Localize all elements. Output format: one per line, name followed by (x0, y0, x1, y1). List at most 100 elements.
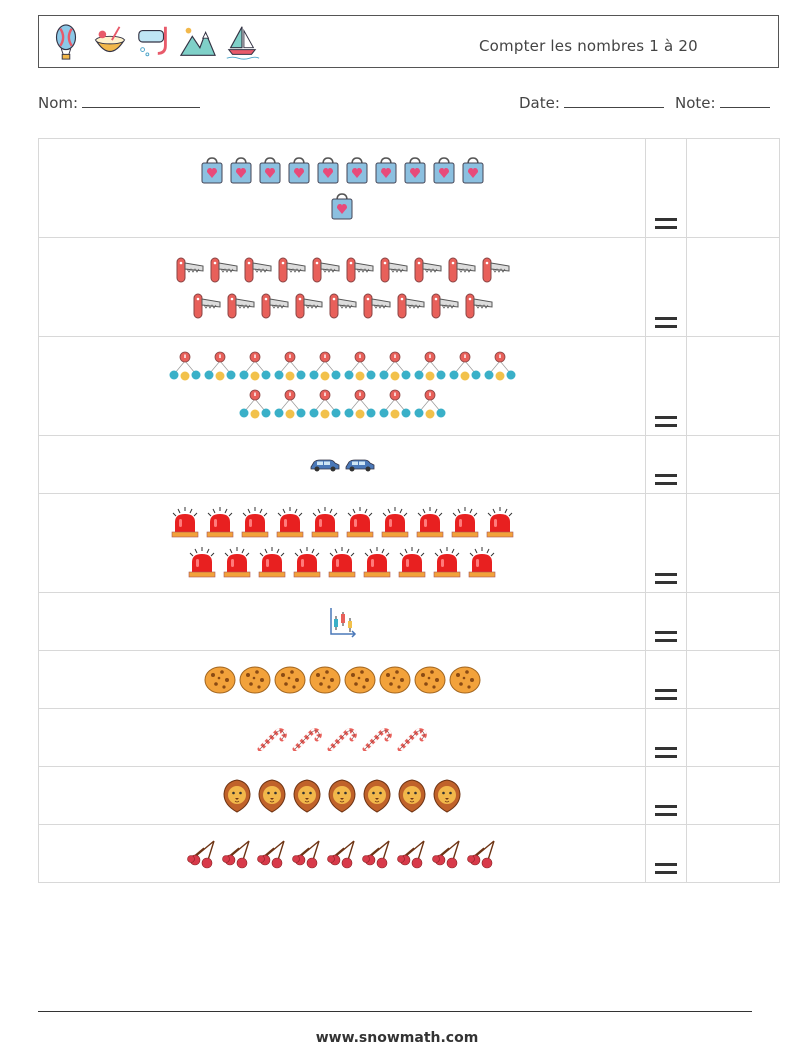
note-label: Note: (675, 94, 716, 112)
shopping-bag-icon (331, 193, 353, 220)
cherries-icon (257, 839, 285, 868)
objects-cell (38, 766, 646, 825)
name-label: Nom: (38, 94, 79, 112)
header-icons (47, 22, 261, 62)
abacus-beads-icon (484, 351, 515, 381)
answer-box[interactable] (686, 138, 780, 238)
counting-row (38, 766, 780, 825)
siren-light-icon (311, 507, 338, 538)
siren-light-icon (363, 547, 391, 578)
answer-box[interactable] (686, 493, 780, 593)
answer-box[interactable] (686, 766, 780, 825)
counting-row (38, 493, 780, 593)
pocket-knife-icon (363, 293, 390, 319)
pocket-knife-icon (295, 293, 322, 319)
equals-sign (655, 689, 677, 700)
lion-icon (258, 778, 286, 813)
objects-cell (38, 650, 646, 709)
footer-url[interactable]: www.snowmath.com (315, 1030, 479, 1046)
note-field[interactable]: Note: (675, 94, 770, 112)
candy-cane-icon (292, 727, 322, 751)
siren-light-icon (276, 507, 303, 538)
siren-light-icon (258, 547, 286, 578)
abacus-beads-icon (169, 351, 200, 381)
equals-sign (655, 416, 677, 427)
equals-sign (655, 863, 677, 874)
equals-sign (655, 474, 677, 485)
equals-sign (655, 805, 677, 816)
shopping-bag-icon (201, 157, 222, 184)
candy-cane-icon (327, 727, 357, 751)
cookie-icon (309, 666, 340, 693)
siren-light-icon (416, 507, 443, 538)
shopping-bag-icon (288, 157, 309, 184)
objects-cell (38, 435, 646, 494)
answer-box[interactable] (686, 708, 780, 767)
answer-box[interactable] (686, 336, 780, 436)
cookie-icon (204, 666, 235, 693)
cherries-icon (327, 839, 355, 868)
pocket-knife-icon (380, 257, 407, 283)
shopping-bag-icon (346, 157, 367, 184)
lion-icon (328, 778, 356, 813)
date-label: Date: (519, 94, 560, 112)
equals-cell (645, 435, 687, 494)
equals-cell (645, 138, 687, 238)
shopping-bag-icon (433, 157, 454, 184)
lion-icon (223, 778, 251, 813)
answer-box[interactable] (686, 237, 780, 337)
shopping-bag-icon (230, 157, 251, 184)
note-blank[interactable] (719, 94, 770, 108)
abacus-beads-icon (239, 389, 270, 419)
worksheet-header: Compter les nombres 1 à 20 (38, 15, 779, 68)
student-fields: Nom: Date: Note: (38, 94, 779, 116)
lion-icon (398, 778, 426, 813)
abacus-beads-icon (204, 351, 235, 381)
siren-light-icon (293, 547, 321, 578)
siren-light-icon (188, 547, 216, 578)
equals-sign (655, 317, 677, 328)
counting-row (38, 708, 780, 767)
pocket-knife-icon (414, 257, 441, 283)
abacus-beads-icon (379, 351, 410, 381)
pocket-knife-icon (227, 293, 254, 319)
pocket-knife-icon (261, 293, 288, 319)
equals-cell (645, 650, 687, 709)
cookie-icon (239, 666, 270, 693)
date-field[interactable]: Date: (519, 94, 664, 112)
answer-box[interactable] (686, 592, 780, 651)
siren-light-icon (206, 507, 233, 538)
name-field[interactable]: Nom: (38, 94, 201, 112)
cherries-icon (362, 839, 390, 868)
counting-row (38, 824, 780, 883)
objects-cell (38, 592, 646, 651)
equals-cell (645, 493, 687, 593)
answer-box[interactable] (686, 824, 780, 883)
car-icon (345, 459, 374, 471)
cherries-icon (432, 839, 460, 868)
abacus-beads-icon (309, 351, 340, 381)
shopping-bag-icon (404, 157, 425, 184)
answer-box[interactable] (686, 650, 780, 709)
answer-box[interactable] (686, 435, 780, 494)
abacus-beads-icon (414, 351, 445, 381)
equals-sign (655, 218, 677, 229)
counting-row (38, 650, 780, 709)
pocket-knife-icon (193, 293, 220, 319)
snorkel-mask-icon (138, 26, 167, 57)
name-blank[interactable] (82, 94, 201, 108)
cookie-icon (344, 666, 375, 693)
date-blank[interactable] (563, 94, 664, 108)
abacus-beads-icon (379, 389, 410, 419)
equals-cell (645, 336, 687, 436)
equals-cell (645, 237, 687, 337)
abacus-beads-icon (344, 351, 375, 381)
pocket-knife-icon (176, 257, 203, 283)
siren-light-icon (346, 507, 373, 538)
pocket-knife-icon (465, 293, 492, 319)
equals-cell (645, 824, 687, 883)
equals-cell (645, 766, 687, 825)
siren-light-icon (486, 507, 513, 538)
lion-icon (293, 778, 321, 813)
objects-cell (38, 138, 646, 238)
